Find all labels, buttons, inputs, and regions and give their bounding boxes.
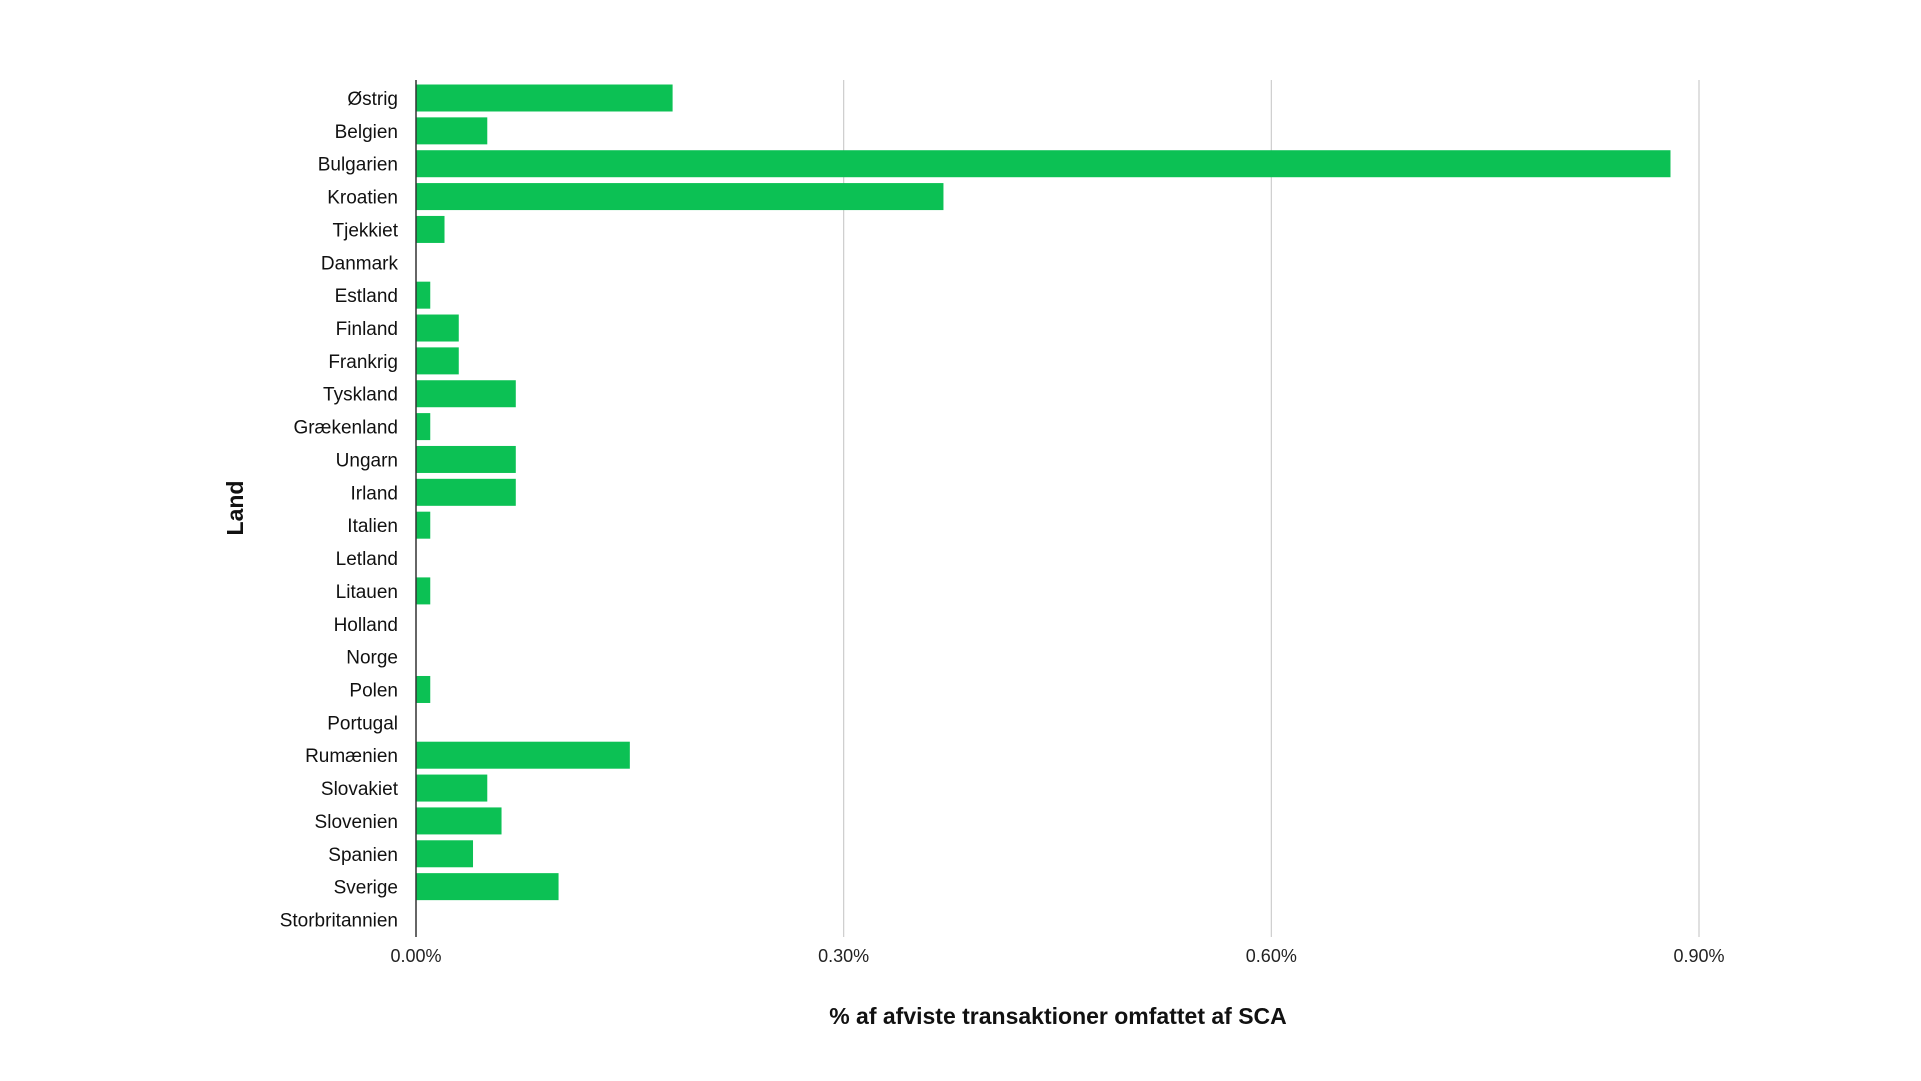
bar-11 [416, 445, 516, 473]
category-label-14: Letland [336, 549, 398, 570]
category-label-9: Tyskland [323, 385, 398, 406]
bar-13 [416, 511, 431, 539]
category-label-12: Irland [350, 483, 398, 504]
bar-2 [416, 150, 1671, 178]
category-label-8: Frankrig [328, 352, 398, 373]
category-label-22: Slovenien [315, 812, 398, 833]
category-label-20: Rumænien [305, 746, 398, 767]
category-label-11: Ungarn [336, 450, 398, 471]
category-label-17: Norge [346, 648, 398, 669]
category-label-19: Portugal [327, 713, 398, 734]
bar-22 [416, 807, 502, 835]
bar-9 [416, 380, 516, 408]
bar-18 [416, 675, 431, 703]
category-label-15: Litauen [336, 582, 398, 603]
category-label-18: Polen [349, 680, 398, 701]
category-label-10: Grækenland [293, 418, 398, 439]
bar-8 [416, 347, 459, 375]
x-tick-label-2: 0.60% [1246, 946, 1297, 966]
category-labels: Østrig Belgien Bulgarien Kroatien Tjekkiet Da… [280, 89, 399, 932]
category-label-3: Kroatien [327, 188, 398, 209]
category-label-7: Finland [336, 319, 398, 340]
bar-4 [416, 215, 445, 243]
gridlines [843, 80, 1700, 937]
bar-3 [416, 183, 944, 211]
category-label-0: Østrig [347, 89, 398, 110]
x-tick-labels: 0.00% 0.30% 0.60% 0.90% [390, 946, 1724, 966]
category-label-21: Slovakiet [321, 779, 399, 800]
bar-0 [416, 84, 673, 112]
bar-1 [416, 117, 488, 145]
category-label-13: Italien [347, 516, 398, 537]
category-label-16: Holland [334, 615, 398, 636]
category-label-6: Estland [335, 286, 398, 307]
bar-23 [416, 840, 474, 868]
category-label-1: Belgien [335, 122, 398, 143]
category-label-4: Tjekkiet [333, 220, 399, 241]
y-axis-title: Land [222, 481, 248, 536]
bar-10 [416, 413, 431, 441]
x-tick-label-3: 0.90% [1673, 946, 1724, 966]
category-label-25: Storbritannien [280, 911, 398, 932]
x-tick-label-1: 0.30% [818, 946, 869, 966]
bar-20 [416, 741, 630, 769]
bar-24 [416, 873, 559, 901]
bar-7 [416, 314, 459, 342]
bar-15 [416, 577, 431, 605]
bar-21 [416, 774, 488, 802]
bar-6 [416, 281, 431, 309]
category-label-5: Danmark [321, 253, 399, 274]
bars [416, 84, 1671, 901]
category-label-23: Spanien [328, 845, 398, 866]
bar-12 [416, 478, 516, 506]
category-label-2: Bulgarien [318, 155, 398, 176]
category-label-24: Sverige [334, 878, 398, 899]
x-tick-label-0: 0.00% [390, 946, 441, 966]
x-axis-title: % af afviste transaktioner omfattet af S… [829, 1003, 1287, 1029]
